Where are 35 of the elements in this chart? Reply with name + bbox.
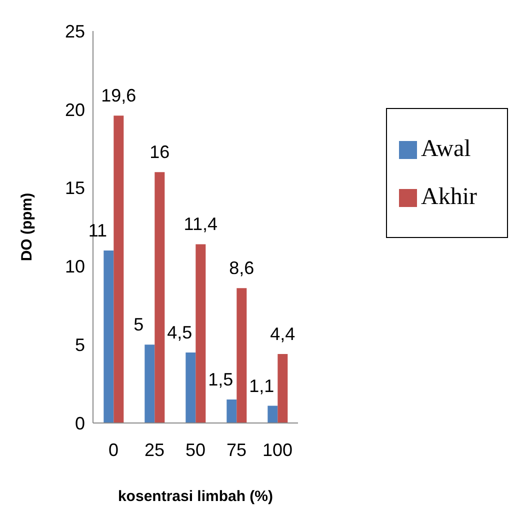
data-label: 16 [150, 142, 170, 162]
bar [278, 354, 288, 423]
legend-label: Akhir [421, 184, 477, 210]
bar [154, 172, 165, 423]
y-tick-label: 5 [74, 334, 85, 355]
bar [186, 352, 196, 423]
data-label: 1,5 [208, 369, 234, 390]
legend-label: Awal [421, 136, 471, 162]
data-label: 11 [88, 220, 108, 241]
data-label: 4,4 [270, 324, 296, 344]
x-tick-label: 25 [144, 440, 165, 460]
data-label: 11,4 [184, 214, 218, 234]
x-axis-title: kosentrasi limbah (%) [118, 488, 274, 505]
x-tick-label: 50 [185, 440, 206, 460]
y-tick-label: 20 [64, 100, 85, 120]
bar [196, 244, 206, 423]
bar [104, 250, 114, 423]
data-label: 4,5 [167, 322, 192, 342]
x-tick-label: 75 [226, 440, 247, 460]
data-label: 5 [134, 314, 144, 335]
bar [226, 399, 237, 423]
bar [268, 406, 278, 423]
bar [236, 288, 247, 423]
y-tick-label: 0 [74, 413, 85, 434]
y-tick-label: 25 [64, 21, 85, 42]
y-tick-label: 10 [64, 256, 85, 277]
x-tick-label: 0 [108, 440, 119, 460]
bar [114, 116, 124, 423]
data-label: 8,6 [229, 258, 254, 278]
data-label: 19,6 [101, 86, 136, 106]
bar [144, 344, 155, 423]
y-axis-title: DO (ppm) [18, 192, 36, 262]
y-tick-label: 15 [64, 178, 85, 198]
data-label: 1,1 [249, 376, 274, 396]
x-tick-label: 100 [262, 440, 293, 460]
